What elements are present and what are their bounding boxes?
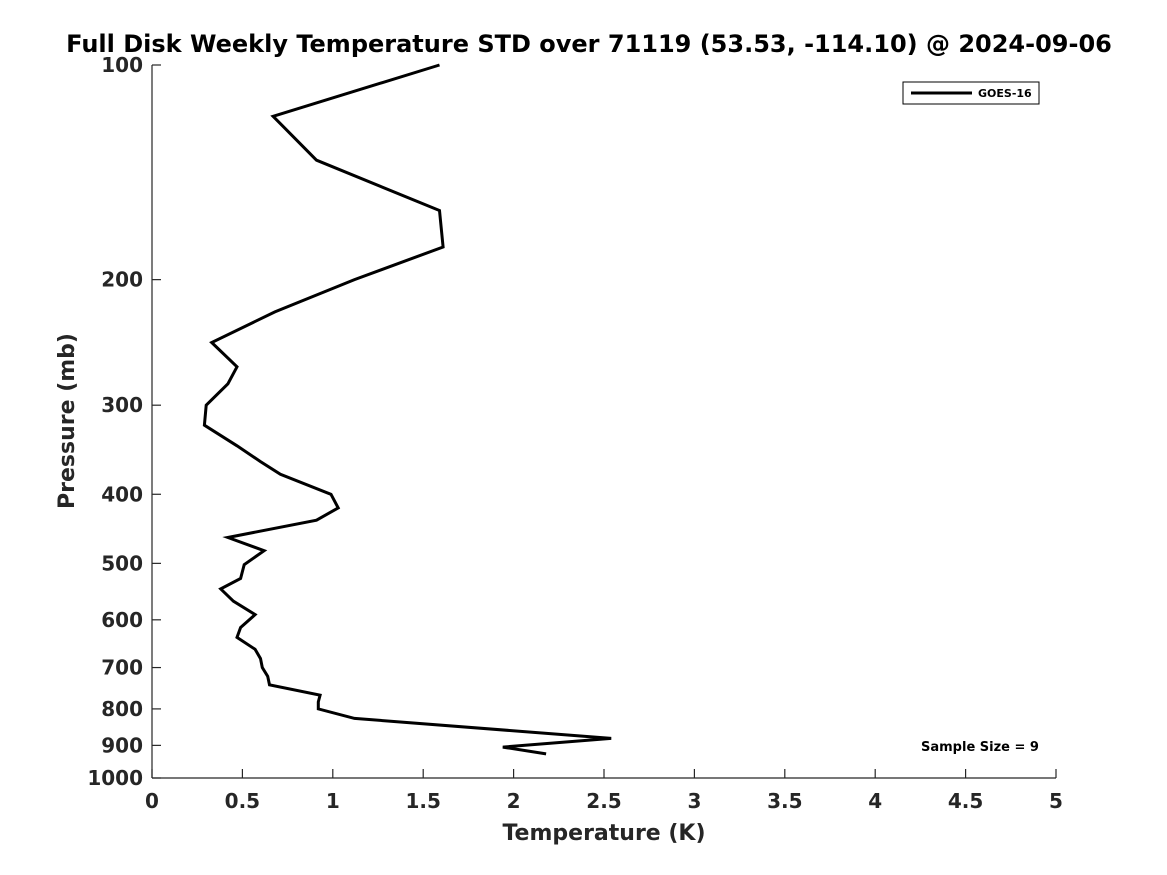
y-tick-label: 900 [101, 733, 143, 757]
y-tick-label: 400 [101, 482, 143, 506]
x-tick-label: 3 [687, 789, 701, 813]
sample-size-annotation: Sample Size = 9 [921, 740, 1039, 755]
x-ticks: 0 0.5 1 1.5 2 2.5 3 3.5 4 4.5 5 [145, 769, 1063, 813]
x-tick-label: 2.5 [586, 789, 621, 813]
x-tick-label: 5 [1049, 789, 1063, 813]
y-axis-label: Pressure (mb) [55, 333, 80, 509]
x-tick-label: 1.5 [405, 789, 440, 813]
y-tick-label: 100 [101, 53, 143, 77]
y-tick-label: 200 [101, 268, 143, 292]
x-tick-label: 0.5 [225, 789, 260, 813]
x-tick-label: 0 [145, 789, 159, 813]
legend-label: GOES-16 [978, 87, 1032, 100]
series-layer [202, 63, 612, 756]
x-tick-label: 2 [507, 789, 521, 813]
legend: GOES-16 [902, 81, 1040, 105]
y-tick-label: 300 [101, 393, 143, 417]
y-tick-label: 500 [101, 551, 143, 575]
y-tick-label: 700 [101, 656, 143, 680]
y-tick-label: 1000 [87, 766, 143, 790]
y-ticks: 100 200 300 400 500 600 700 800 900 1000 [87, 53, 161, 790]
x-tick-label: 4.5 [948, 789, 983, 813]
x-tick-label: 4 [868, 789, 882, 813]
chart-title: Full Disk Weekly Temperature STD over 71… [66, 30, 1112, 58]
x-tick-label: 1 [326, 789, 340, 813]
x-tick-label: 3.5 [767, 789, 802, 813]
y-tick-label: 600 [101, 608, 143, 632]
series-line-goes-16 [202, 63, 612, 756]
x-axis-label: Temperature (K) [502, 821, 705, 846]
y-tick-label: 800 [101, 697, 143, 721]
